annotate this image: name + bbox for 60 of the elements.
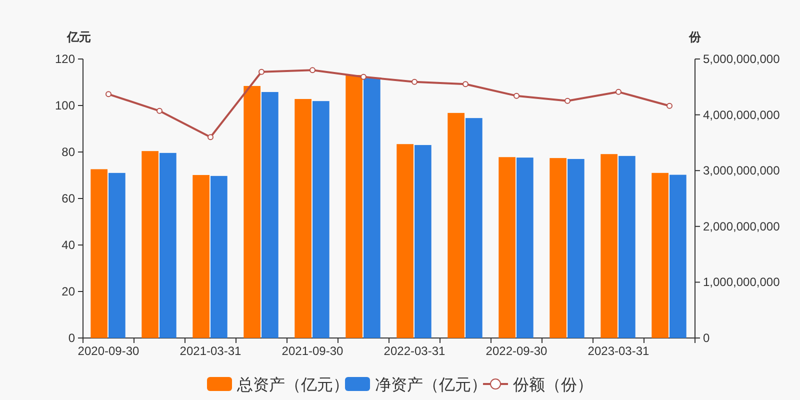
y2-axis-title: 份	[688, 30, 702, 44]
legend-label: 份额（份）	[513, 376, 593, 394]
bar	[550, 158, 566, 338]
point	[156, 108, 162, 114]
bar	[498, 157, 516, 338]
y2-tick-label: 5,000,000,000	[703, 52, 780, 66]
bar	[294, 98, 312, 338]
x-tick-label: 2022-03-31	[384, 344, 446, 358]
bar	[414, 145, 432, 338]
y-tick-label: 100	[54, 98, 76, 112]
point	[514, 92, 520, 99]
bar	[346, 75, 362, 338]
point	[258, 68, 264, 75]
bar	[244, 86, 260, 338]
y-tick-label: 80	[62, 145, 76, 159]
bar	[448, 112, 464, 338]
x-tick-label: 2020-09-30	[78, 344, 140, 358]
bar	[466, 118, 482, 338]
point	[106, 91, 112, 98]
y2-tick-label: 2,000,000,000	[703, 219, 780, 234]
bar	[516, 158, 534, 338]
point	[564, 98, 570, 104]
point	[616, 88, 622, 95]
bar	[396, 144, 414, 338]
point	[360, 74, 366, 80]
bar	[160, 152, 176, 338]
legend-label: 总资产（亿元）	[236, 376, 349, 394]
bar	[618, 156, 636, 338]
point	[462, 81, 468, 88]
x-tick-label: 2021-09-30	[282, 344, 344, 358]
y-tick-label: 20	[62, 284, 76, 298]
point	[310, 67, 316, 74]
point	[412, 78, 418, 85]
bar	[670, 174, 686, 338]
bar	[364, 78, 380, 338]
y-tick-label: 120	[54, 52, 76, 66]
legend-label: 净资产（亿元）	[375, 376, 487, 394]
bar	[192, 175, 210, 338]
y-axis-title: 亿元	[66, 30, 91, 44]
bar	[142, 151, 158, 338]
y2-tick-label: 4,000,000,000	[703, 108, 780, 122]
bar	[600, 154, 618, 338]
y2-tick-label: 1,000,000,000	[703, 275, 780, 290]
bar	[312, 101, 330, 338]
y2-tick-label: 3,000,000,000	[703, 164, 780, 178]
bar	[210, 176, 228, 338]
x-tick-label: 2023-03-31	[588, 344, 650, 358]
bar	[652, 172, 668, 338]
y-tick-label: 0	[68, 331, 76, 345]
bar	[90, 169, 108, 338]
y2-tick-label: 0	[703, 331, 710, 345]
bar	[262, 92, 278, 338]
x-tick-label: 2021-03-31	[180, 344, 242, 358]
point	[208, 134, 214, 140]
y-tick-label: 60	[62, 192, 76, 206]
bar	[568, 158, 584, 338]
point	[666, 102, 672, 109]
bar	[108, 172, 126, 338]
y-tick-label: 40	[62, 238, 76, 252]
x-tick-label: 2022-09-30	[486, 344, 548, 358]
